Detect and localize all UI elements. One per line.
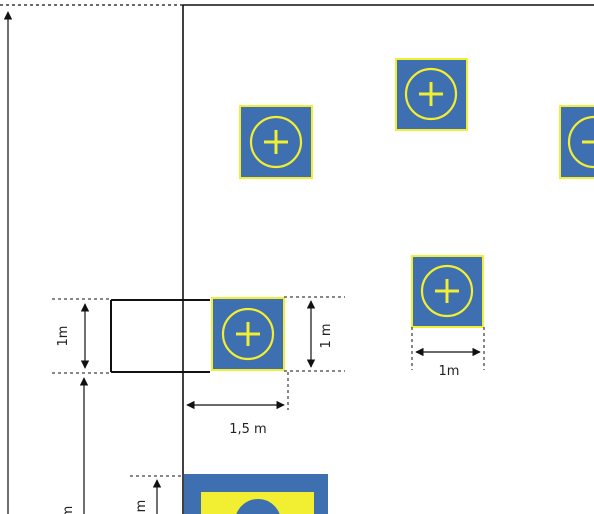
width-label-small: 1m [439, 364, 460, 379]
width-label-large: 1,5 m [229, 422, 266, 437]
sign-1 [239, 105, 313, 179]
sign-5 [211, 297, 285, 371]
height-label-left: 1m [56, 326, 71, 347]
plus-circle-icon [221, 307, 275, 361]
large-sign-partial [184, 474, 328, 514]
plus-circle-icon [249, 115, 303, 169]
sign-4 [411, 255, 484, 328]
plus-circle-icon [567, 115, 594, 169]
sign-3-partial [559, 105, 594, 179]
sign-2 [395, 58, 468, 131]
partial-label-left: m [61, 506, 76, 514]
partial-label-mid: m [134, 500, 149, 513]
height-label-right: 1 m [319, 323, 334, 348]
plus-circle-icon [404, 67, 458, 121]
plus-circle-icon [234, 497, 282, 514]
plus-circle-icon [420, 264, 474, 318]
